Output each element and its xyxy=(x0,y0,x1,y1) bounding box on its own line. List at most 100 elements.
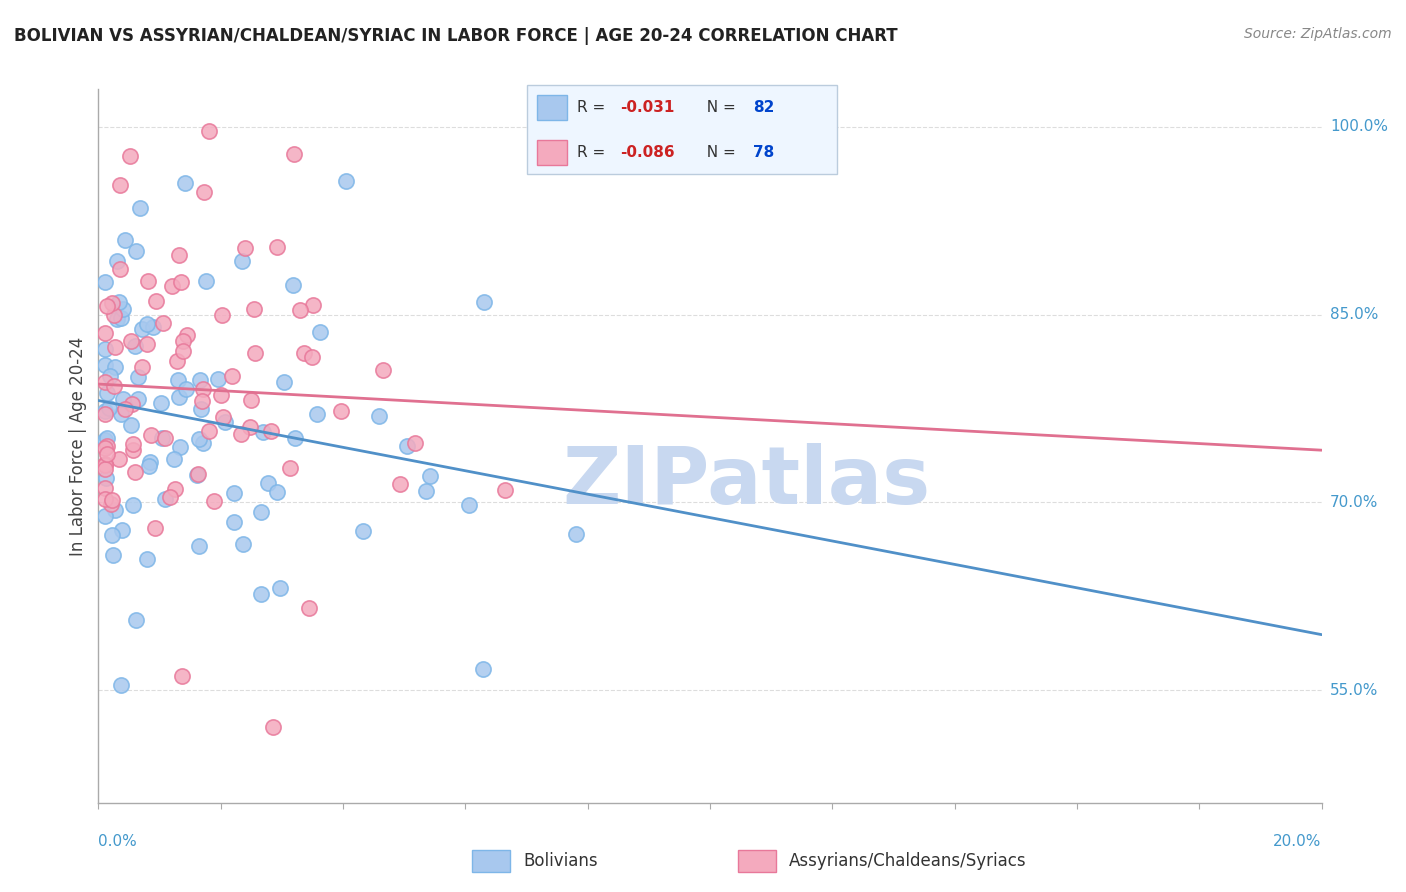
Point xyxy=(165,483,187,497)
Point xyxy=(120,417,142,432)
Point xyxy=(169,441,191,455)
Point xyxy=(136,274,159,288)
Text: N =: N = xyxy=(697,101,741,115)
Point xyxy=(93,275,115,289)
Point xyxy=(191,393,214,408)
Text: BOLIVIAN VS ASSYRIAN/CHALDEAN/SYRIAC IN LABOR FORCE | AGE 20-24 CORRELATION CHAR: BOLIVIAN VS ASSYRIAN/CHALDEAN/SYRIAC IN … xyxy=(14,27,897,45)
Point xyxy=(221,369,243,384)
Point xyxy=(155,492,177,507)
Point xyxy=(108,295,131,310)
Text: 0.0%: 0.0% xyxy=(98,834,138,849)
Point xyxy=(135,337,157,351)
Point xyxy=(335,174,357,188)
Point xyxy=(93,358,115,372)
Point xyxy=(283,147,305,161)
Point xyxy=(308,325,330,339)
Point xyxy=(269,581,291,595)
Point xyxy=(93,492,115,507)
Point xyxy=(191,435,214,450)
Text: 70.0%: 70.0% xyxy=(1330,495,1378,510)
Point xyxy=(96,431,118,445)
Point xyxy=(373,363,395,377)
Point xyxy=(103,309,125,323)
Point xyxy=(166,353,188,368)
Point xyxy=(233,241,256,255)
Point xyxy=(239,393,262,408)
FancyBboxPatch shape xyxy=(537,95,568,120)
Point xyxy=(118,149,141,163)
Point xyxy=(298,601,321,615)
Point xyxy=(190,401,212,416)
Text: R =: R = xyxy=(576,145,610,160)
Point xyxy=(458,498,481,512)
Point xyxy=(301,350,323,364)
Point xyxy=(97,401,120,415)
Point xyxy=(211,388,233,402)
Point xyxy=(260,424,283,438)
Point xyxy=(100,497,122,511)
Point xyxy=(104,341,127,355)
Point xyxy=(93,462,115,476)
Point xyxy=(404,436,426,450)
Point xyxy=(152,317,174,331)
Point xyxy=(243,346,266,360)
Point xyxy=(93,433,115,447)
Point xyxy=(94,404,117,418)
Y-axis label: In Labor Force | Age 20-24: In Labor Force | Age 20-24 xyxy=(69,336,87,556)
Point xyxy=(396,439,419,453)
Point xyxy=(288,302,311,317)
Point xyxy=(149,395,172,409)
Point xyxy=(389,477,412,491)
Point xyxy=(94,471,117,485)
Point xyxy=(93,408,115,422)
Point xyxy=(167,373,190,387)
Point xyxy=(284,431,307,445)
Text: -0.086: -0.086 xyxy=(620,145,675,160)
Point xyxy=(101,296,124,310)
Point xyxy=(252,425,274,439)
Point xyxy=(174,382,197,396)
Point xyxy=(101,528,124,542)
Point xyxy=(278,461,301,475)
Point xyxy=(142,319,165,334)
Point xyxy=(98,369,121,384)
Point xyxy=(93,376,115,390)
Point xyxy=(124,339,146,353)
Point xyxy=(176,327,198,342)
Point xyxy=(494,483,516,497)
Point xyxy=(193,186,215,200)
Point xyxy=(187,539,209,553)
Point xyxy=(194,274,217,288)
Point xyxy=(472,294,495,309)
Point xyxy=(187,467,209,481)
Point xyxy=(131,322,153,336)
Text: Source: ZipAtlas.com: Source: ZipAtlas.com xyxy=(1244,27,1392,41)
Point xyxy=(231,426,253,441)
Point xyxy=(163,452,186,467)
Point xyxy=(231,253,253,268)
Point xyxy=(141,428,163,442)
Point xyxy=(93,342,115,356)
Point xyxy=(125,244,148,259)
Point xyxy=(108,178,131,192)
Point xyxy=(329,404,352,418)
Point xyxy=(131,360,153,375)
Point xyxy=(564,527,586,541)
Point xyxy=(198,124,221,138)
Point xyxy=(368,409,391,423)
Point xyxy=(266,484,288,499)
Point xyxy=(114,401,136,416)
Point xyxy=(262,720,284,734)
Point xyxy=(111,392,134,406)
Point xyxy=(266,240,288,254)
Point xyxy=(96,386,118,401)
Point xyxy=(471,662,494,676)
Point xyxy=(122,437,145,451)
Point xyxy=(167,248,190,262)
Text: 55.0%: 55.0% xyxy=(1330,682,1378,698)
Point xyxy=(93,458,115,472)
Point xyxy=(104,359,127,374)
Point xyxy=(120,334,142,348)
Point xyxy=(352,524,374,538)
Point xyxy=(94,442,117,456)
